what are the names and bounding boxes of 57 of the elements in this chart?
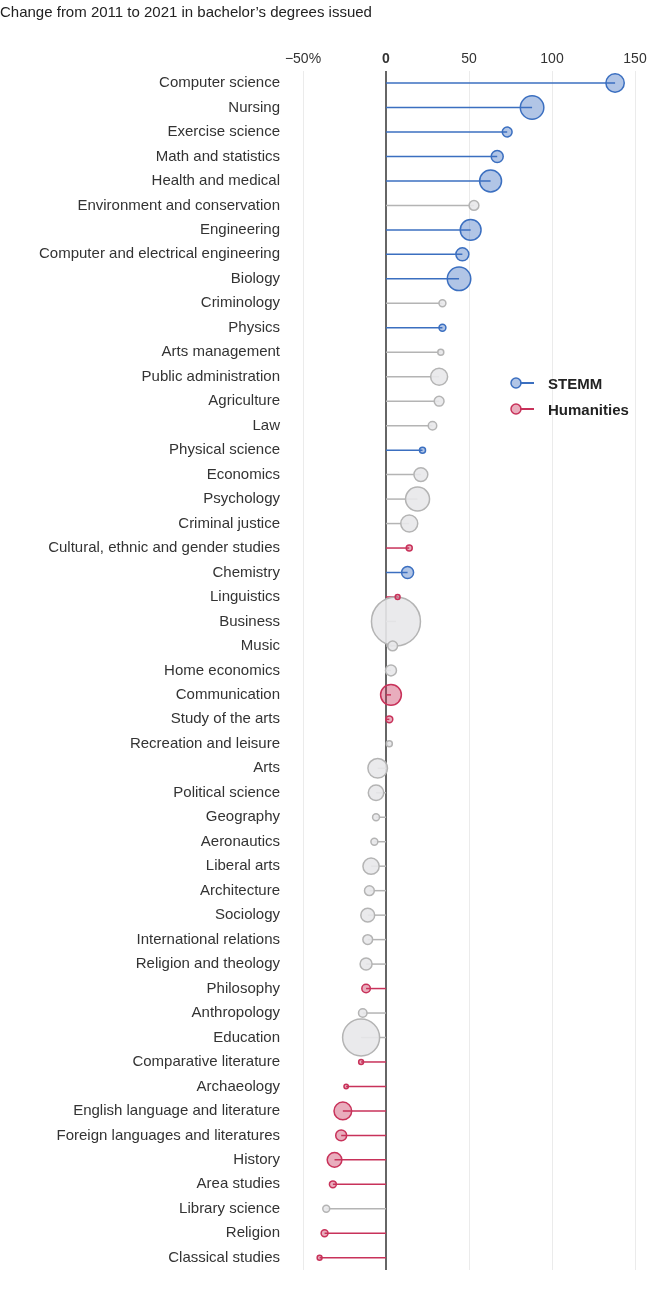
y-tick-label: Sociology [214,905,281,923]
y-tick-label: Music [240,636,281,654]
y-tick-label: Library science [179,1198,280,1216]
x-tick-label: 50 [461,50,477,67]
x-tick-label: 150 [623,50,647,67]
y-tick-label: International relations [136,929,280,947]
y-tick-label: History [233,1150,281,1168]
y-tick-label: Criminal justice [178,513,280,531]
y-tick-label: Health and medical [151,171,280,189]
y-tick-label: Arts [253,758,280,776]
y-tick-label: Recreation and leisure [129,733,280,751]
chart-title: Change from 2011 to 2021 in bachelor’s degrees issued [0,3,372,21]
y-tick-label: Archaeology [196,1076,281,1094]
x-tick-label: −50% [284,50,322,67]
y-tick-label: Business [219,611,280,629]
y-tick-label: Religion [225,1223,280,1241]
y-tick-label: Communication [175,685,280,703]
y-tick-label: Public administration [141,366,280,384]
y-tick-label: Architecture [199,880,280,898]
x-tick-label: 0 [382,50,391,67]
y-tick-label: Environment and conservation [77,195,280,213]
y-tick-label: Criminology [200,293,281,311]
y-tick-label: Chemistry [212,562,281,580]
y-tick-label: Philosophy [206,978,281,996]
y-tick-label: Cultural, ethnic and gender studies [48,538,280,556]
y-tick-label: Biology [230,268,281,286]
legend-label: STEMM [548,374,603,392]
y-tick-label: Computer and electrical engineering [39,244,280,262]
y-tick-label: Education [213,1027,280,1045]
y-tick-label: Aeronautics [200,831,280,849]
y-tick-label: Physical science [169,440,280,458]
y-tick-label: Economics [206,464,280,482]
y-tick-label: English language and literature [73,1101,280,1119]
y-tick-label: Engineering [199,220,280,238]
y-tick-label: Math and statistics [155,146,280,164]
y-tick-label: Computer science [159,73,280,91]
y-tick-label: Religion and theology [135,954,281,972]
y-tick-label: Geography [205,807,281,825]
x-tick-label: 100 [540,50,564,67]
y-tick-label: Home economics [164,660,280,678]
y-tick-label: Psychology [203,489,281,507]
y-tick-label: Physics [228,317,280,335]
y-tick-label: Anthropology [191,1003,281,1021]
y-tick-label: Study of the arts [170,709,280,727]
y-tick-label: Political science [173,782,280,800]
y-tick-label: Agriculture [208,391,280,409]
y-tick-label: Nursing [228,97,280,115]
y-tick-label: Exercise science [167,122,280,140]
y-tick-label: Area studies [196,1174,280,1192]
y-tick-label: Foreign languages and literatures [56,1125,280,1143]
legend-label: Humanities [548,400,629,418]
y-tick-label: Classical studies [168,1247,280,1265]
y-tick-label: Law [252,415,281,433]
y-tick-label: Comparative literature [132,1052,280,1070]
y-tick-label: Arts management [161,342,281,360]
y-tick-label: Liberal arts [205,856,280,874]
y-tick-label: Linguistics [209,587,280,605]
